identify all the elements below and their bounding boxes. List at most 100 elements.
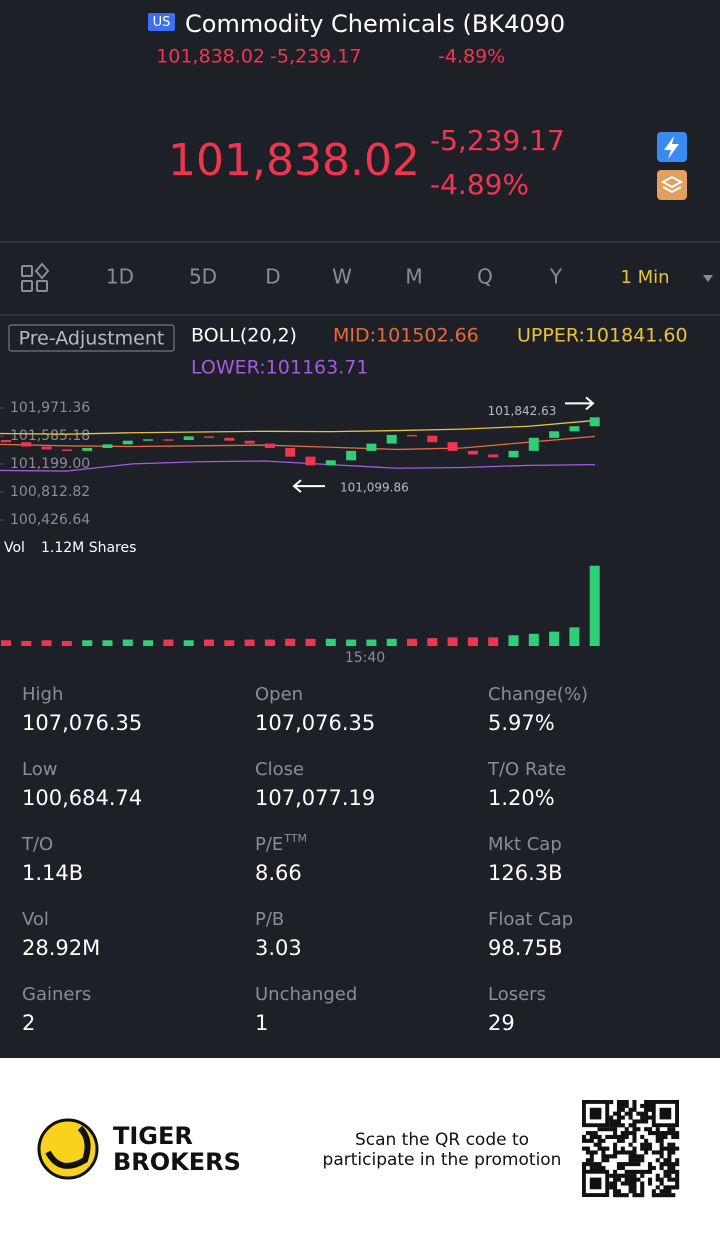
candle: [447, 442, 458, 451]
qr-cell: [597, 1138, 602, 1143]
tab[interactable]: M: [405, 265, 422, 289]
qr-cell: [675, 1169, 680, 1174]
qr-cell: [667, 1146, 672, 1151]
qr-cell: [613, 1189, 618, 1194]
tab[interactable]: Q: [477, 265, 493, 289]
qr-cell: [647, 1100, 653, 1105]
qr-cell: [597, 1146, 602, 1151]
qr-cell: [655, 1173, 660, 1178]
candle: [21, 442, 32, 447]
qr-cell: [624, 1111, 629, 1116]
qr-cell: [659, 1134, 664, 1139]
qr-cell: [651, 1165, 656, 1171]
qr-cell: [675, 1134, 680, 1139]
qr-cell: [585, 1146, 590, 1151]
qr-cell: [632, 1103, 637, 1108]
qr-cell: [589, 1154, 594, 1159]
qr-cell: [609, 1127, 614, 1132]
qr-cell: [597, 1162, 602, 1167]
qr-cell: [632, 1100, 637, 1105]
stat-value: 107,077.19: [255, 786, 375, 810]
qr-cell: [663, 1169, 668, 1174]
tab[interactable]: Y: [549, 265, 563, 289]
qr-cell: [671, 1165, 676, 1171]
qr-cell: [632, 1150, 637, 1155]
qr-cell: [644, 1138, 649, 1143]
qr-cell: [671, 1177, 676, 1182]
adjustment-box[interactable]: [8, 324, 175, 352]
qr-cell: [636, 1169, 641, 1174]
qr-cell: [582, 1165, 587, 1171]
icon-layers[interactable]: [657, 170, 687, 200]
qr-cell: [582, 1146, 587, 1151]
qr-finder: [589, 1107, 602, 1120]
qr-cell: [620, 1150, 625, 1155]
qr-cell: [644, 1150, 649, 1155]
candle: [102, 444, 113, 448]
volume-bar: [569, 627, 580, 646]
candle: [1, 439, 11, 443]
tab[interactable]: 1D: [106, 265, 134, 289]
qr-cell: [671, 1131, 676, 1136]
volume-bar: [346, 639, 357, 646]
qr-cell: [640, 1193, 645, 1198]
volume-bar: [122, 639, 133, 646]
candle: [528, 437, 539, 451]
qr-cell: [663, 1193, 668, 1198]
qr-cell: [644, 1115, 649, 1120]
qr-cell: [675, 1131, 680, 1136]
qr-cell: [609, 1134, 614, 1139]
stat-label: P/B: [255, 909, 284, 930]
qr-finder: [659, 1107, 672, 1120]
qr-cell: [655, 1134, 660, 1139]
qr-cell: [620, 1123, 625, 1128]
change-pct: -4.89%: [430, 168, 529, 201]
qr-cell: [640, 1169, 645, 1174]
qr-cell: [620, 1146, 625, 1151]
brand: TIGER: [113, 1122, 193, 1150]
qr-cell: [640, 1134, 645, 1139]
dropdown[interactable]: [703, 275, 713, 282]
stat-label: Float Cap: [488, 909, 573, 930]
qr-cell: [640, 1115, 645, 1120]
volume-bar: [447, 637, 458, 646]
qr-cell: [651, 1193, 656, 1198]
qr-cell: [647, 1103, 653, 1108]
qr-cell: [624, 1103, 629, 1108]
qr-cell: [659, 1146, 664, 1151]
qr-cell: [651, 1150, 656, 1155]
qr-cell: [659, 1162, 664, 1167]
x-label: 15:40: [345, 650, 385, 666]
qr-cell: [632, 1162, 637, 1167]
tab[interactable]: 5D: [189, 265, 217, 289]
qr-cell: [667, 1193, 672, 1198]
volume-bar: [386, 638, 397, 646]
layout-icon[interactable]: [21, 262, 50, 292]
qr-cell: [644, 1107, 649, 1112]
qr-cell: [628, 1189, 633, 1194]
qr-cell: [605, 1158, 610, 1163]
qr-cell: [582, 1162, 587, 1167]
qr-cell: [647, 1165, 653, 1171]
tab[interactable]: W: [332, 265, 352, 289]
volume-bar: [183, 640, 194, 646]
qr-code[interactable]: [582, 1099, 680, 1198]
qr-cell: [616, 1162, 621, 1167]
volume-bar: [528, 633, 539, 646]
qr-cell: [616, 1111, 621, 1116]
volume-bar: [488, 637, 499, 646]
tab[interactable]: D: [265, 265, 280, 289]
qr-cell: [640, 1146, 645, 1151]
volume-bar: [549, 631, 560, 646]
qr-cell: [667, 1150, 672, 1155]
qr-cell: [624, 1177, 629, 1182]
candle: [305, 456, 316, 466]
tab[interactable]: 1 Min: [620, 267, 669, 288]
qr-cell: [593, 1134, 598, 1139]
adjustment[interactable]: Pre-Adjustment: [19, 328, 165, 350]
candle: [488, 454, 499, 458]
candle: [41, 446, 52, 450]
qr-cell: [632, 1169, 637, 1174]
qr-cell: [613, 1134, 618, 1139]
qr-cell: [616, 1134, 621, 1139]
